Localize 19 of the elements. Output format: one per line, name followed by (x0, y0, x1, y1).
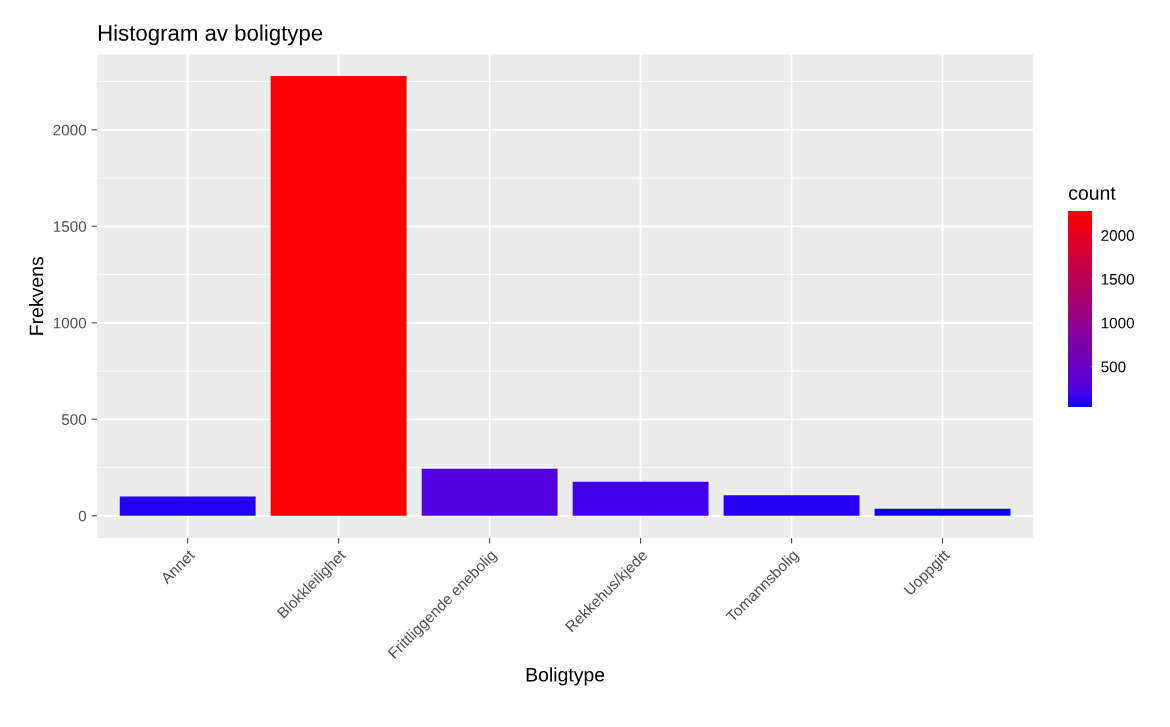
y-tick-label: 1000 (53, 317, 87, 329)
bar (119, 496, 256, 516)
color-bar-label: 1000 (1101, 317, 1135, 329)
y-tick-label: 2000 (53, 124, 87, 136)
bar (874, 508, 1011, 516)
x-axis-title: Boligtype (526, 667, 605, 686)
bar (421, 468, 558, 516)
bar (270, 75, 407, 516)
color-bar-label: 2000 (1101, 230, 1135, 241)
y-tick-label: 1500 (53, 221, 87, 232)
bar (723, 495, 860, 516)
color-bar-title: count (1069, 187, 1116, 200)
y-axis-title: Frekvens (29, 256, 44, 335)
color-bar-label: 1500 (1101, 273, 1135, 285)
chart-title: Histogram av boligtype (98, 24, 323, 46)
bar (572, 481, 709, 516)
y-tick-label: 0 (78, 510, 87, 522)
color-bar-label: 500 (1101, 361, 1126, 373)
y-tick-label: 500 (61, 414, 87, 425)
